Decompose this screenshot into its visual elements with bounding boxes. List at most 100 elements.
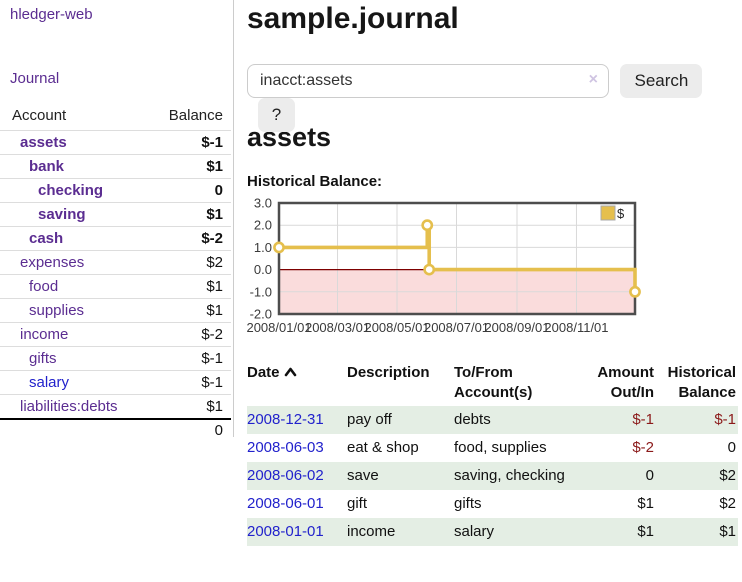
- page-title: sample.journal: [247, 2, 459, 35]
- transaction-date-link[interactable]: 2008-06-01: [247, 495, 324, 512]
- account-balance: $-1: [201, 134, 223, 151]
- register-header-description[interactable]: Description: [347, 364, 430, 381]
- transaction-date-link[interactable]: 2008-06-02: [247, 467, 324, 484]
- transaction-description: gift: [347, 495, 368, 512]
- account-row: salary $-1: [0, 370, 231, 395]
- account-row: food $1: [0, 274, 231, 299]
- search-button[interactable]: Search: [620, 64, 703, 98]
- account-row: cash $-2: [0, 226, 231, 251]
- accounts-total-value: 0: [148, 418, 231, 441]
- account-row: saving $1: [0, 202, 231, 227]
- y-tick-label: 0.0: [254, 262, 272, 277]
- historical-balance-chart[interactable]: $3.0 2.0 1.0 0.0 -1.0 -2.0 2008/01/01 2008/03/0…: [246, 196, 742, 344]
- y-tick-label: 2.0: [254, 218, 272, 233]
- accounts-header-balance: Balance: [168, 107, 223, 124]
- account-row: supplies $1: [0, 298, 231, 323]
- account-balance: $-1: [201, 350, 223, 367]
- data-point-marker[interactable]: [421, 219, 434, 232]
- app-title-link[interactable]: hledger-web: [10, 6, 93, 23]
- plot-border: [277, 201, 637, 316]
- account-link[interactable]: salary: [29, 374, 70, 391]
- transaction-description: income: [347, 523, 396, 540]
- register-header-account[interactable]: To/From Account(s): [454, 364, 533, 401]
- account-row: assets $-1: [0, 130, 231, 155]
- accounts-total-row: 0: [0, 418, 231, 441]
- account-balance: $-2: [201, 326, 223, 343]
- accounts-header-account: Account: [12, 107, 67, 124]
- y-tick-label: 1.0: [254, 240, 272, 255]
- account-row: liabilities:debts $1: [0, 394, 231, 419]
- register-header-date[interactable]: Date: [247, 360, 347, 406]
- help-button[interactable]: ?: [258, 98, 295, 132]
- account-link[interactable]: income: [20, 326, 69, 343]
- account-balance: $1: [206, 278, 223, 295]
- account-link[interactable]: gifts: [29, 350, 57, 367]
- register-row: 2008-06-03 eat & shop food, supplies $-2 0: [247, 434, 738, 462]
- chart-label: Historical Balance:: [247, 173, 383, 190]
- transaction-amount: $-2: [632, 439, 654, 456]
- sidebar-divider: [233, 0, 234, 437]
- account-row: gifts $-1: [0, 346, 231, 371]
- transaction-date-link[interactable]: 2008-01-01: [247, 523, 324, 540]
- account-link[interactable]: assets: [20, 134, 67, 151]
- transaction-accounts: food, supplies: [454, 439, 547, 456]
- clear-search-icon[interactable]: ×: [588, 71, 598, 88]
- transaction-date-link[interactable]: 2008-06-03: [247, 439, 324, 456]
- transaction-accounts: debts: [454, 411, 491, 428]
- data-point-marker[interactable]: [273, 241, 285, 254]
- transaction-description: save: [347, 467, 379, 484]
- account-balance: $2: [206, 254, 223, 271]
- account-balance: $1: [206, 158, 223, 175]
- search-input[interactable]: [247, 64, 609, 98]
- sidebar: hledger-web Journal Account Balance asse…: [0, 0, 233, 441]
- register-header-amount[interactable]: Amount Out/In: [597, 364, 654, 401]
- transaction-amount: $-1: [632, 411, 654, 428]
- transaction-amount: 0: [645, 467, 654, 484]
- x-tick-label: 2008/07/01: [424, 320, 489, 335]
- x-tick-label: 2008/05/01: [364, 320, 429, 335]
- account-link[interactable]: cash: [29, 230, 64, 247]
- transaction-balance: $2: [719, 495, 736, 512]
- account-balance: $1: [206, 398, 223, 415]
- account-link[interactable]: checking: [38, 182, 104, 199]
- transaction-balance: $2: [719, 467, 736, 484]
- transaction-accounts: saving, checking: [454, 467, 565, 484]
- transaction-accounts: salary: [454, 523, 495, 540]
- account-balance: $1: [206, 302, 223, 319]
- transaction-amount: $1: [637, 523, 654, 540]
- register-row: 2008-01-01 income salary $1 $1: [247, 518, 738, 546]
- transaction-balance: $1: [719, 523, 736, 540]
- account-balance: $1: [206, 206, 223, 223]
- account-link[interactable]: liabilities:debts: [20, 398, 118, 415]
- y-tick-label: -1.0: [250, 284, 272, 299]
- transaction-accounts: gifts: [454, 495, 482, 512]
- x-tick-label: 2008/03/01: [305, 320, 370, 335]
- x-tick-label: 2008/01/01: [247, 320, 312, 335]
- account-link[interactable]: supplies: [29, 302, 85, 319]
- account-link[interactable]: expenses: [20, 254, 85, 271]
- accounts-table: Account Balance assets $-1 bank $1 checking 0…: [0, 103, 231, 441]
- account-link[interactable]: bank: [29, 158, 65, 175]
- transaction-description: pay off: [347, 411, 392, 428]
- account-link[interactable]: saving: [38, 206, 86, 223]
- register-row: 2008-12-31 pay off debts $-1 $-1: [247, 406, 738, 434]
- account-balance: $-1: [201, 374, 223, 391]
- register-header-balance[interactable]: Historical Balance: [667, 364, 736, 401]
- transaction-amount: $1: [637, 495, 654, 512]
- data-point-marker[interactable]: [423, 263, 436, 276]
- register-row: 2008-06-01 gift gifts $1 $2: [247, 490, 738, 518]
- transaction-description: eat & shop: [347, 439, 419, 456]
- sidebar-item-journal[interactable]: Journal: [10, 70, 60, 87]
- account-row: bank $1: [0, 154, 231, 179]
- account-row: checking 0: [0, 178, 231, 203]
- transaction-balance: 0: [727, 439, 736, 456]
- register-row: 2008-06-02 save saving, checking 0 $2: [247, 462, 738, 490]
- register-table: Date Description To/From Account(s) Amou…: [247, 360, 738, 546]
- transaction-date-link[interactable]: 2008-12-31: [247, 411, 324, 428]
- chart-canvas[interactable]: $3.0 2.0 1.0 0.0 -1.0 -2.02008/01/012008/03/0…: [246, 196, 738, 339]
- data-point-marker[interactable]: [629, 285, 641, 298]
- search-form: × Search ?: [247, 64, 742, 132]
- account-link[interactable]: food: [29, 278, 59, 295]
- legend-label: $: [617, 206, 625, 221]
- x-tick-label: 2008/09/01: [484, 320, 549, 335]
